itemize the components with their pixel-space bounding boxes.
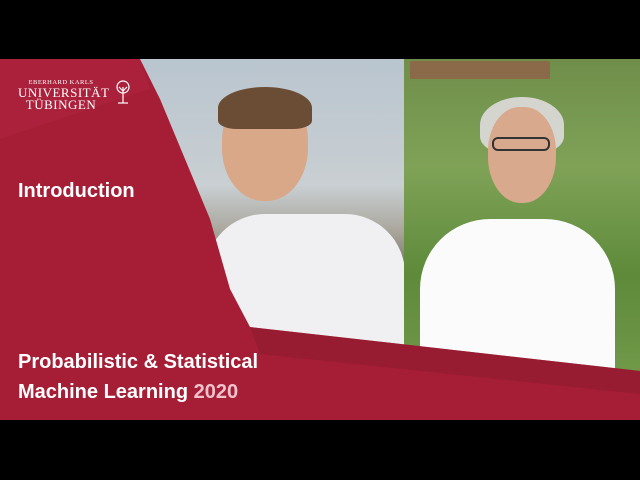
university-logo: EBERHARD KARLS UNIVERSITÄT TÜBINGEN [18,79,110,112]
tree-icon [116,80,130,104]
bench [410,61,550,79]
video-frame: EBERHARD KARLS UNIVERSITÄT TÜBINGEN Intr… [0,59,640,420]
logo-line1: EBERHARD KARLS [28,79,94,86]
logo-line2: UNIVERSITÄT [18,85,110,100]
section-label: Introduction [18,180,135,202]
speaker-right-glasses [492,137,550,151]
course-title-line2-text: Machine Learning [18,381,189,403]
course-year: 2020 [193,381,239,403]
course-title-line1: Probabilistic & Statistical [18,351,259,373]
logo-line3: TÜBINGEN [25,97,97,112]
course-title-line2: Machine Learning 2020 [18,381,238,404]
speaker-right-face [488,107,556,203]
speaker-left-hair [218,87,312,129]
brand-overlay [0,59,640,420]
